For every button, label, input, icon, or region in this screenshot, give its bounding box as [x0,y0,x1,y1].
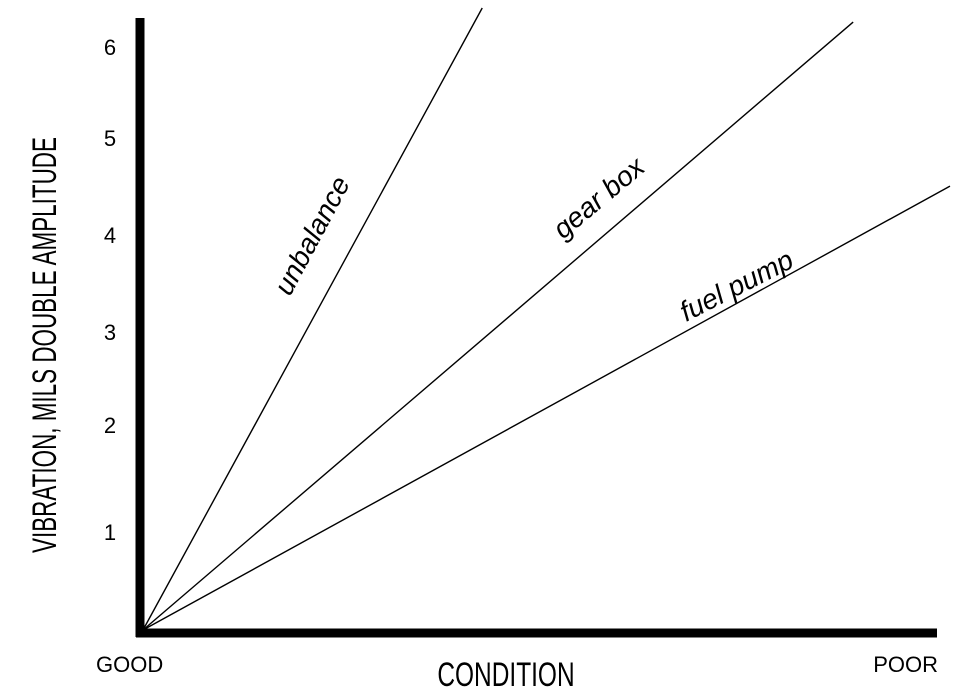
series-label-fuel-pump: fuel pump [675,244,799,327]
y-axis-title: VIBRATION, MILS DOUBLE AMPLITUDE [26,137,64,553]
x-tick-label-poor: POOR [873,652,938,677]
y-tick-label: 2 [104,413,116,438]
y-tick-label: 4 [104,223,116,248]
y-tick-label: 1 [104,520,116,545]
y-tick-label: 5 [104,126,116,151]
y-tick-label: 6 [104,35,116,60]
y-tick-label: 3 [104,320,116,345]
series-label-unbalance: unbalance [268,171,356,300]
x-tick-label-good: GOOD [96,652,163,677]
series-line-gear-box [143,22,853,630]
series-label-gear-box: gear box [547,150,651,244]
x-axis-title: CONDITION [437,656,574,694]
